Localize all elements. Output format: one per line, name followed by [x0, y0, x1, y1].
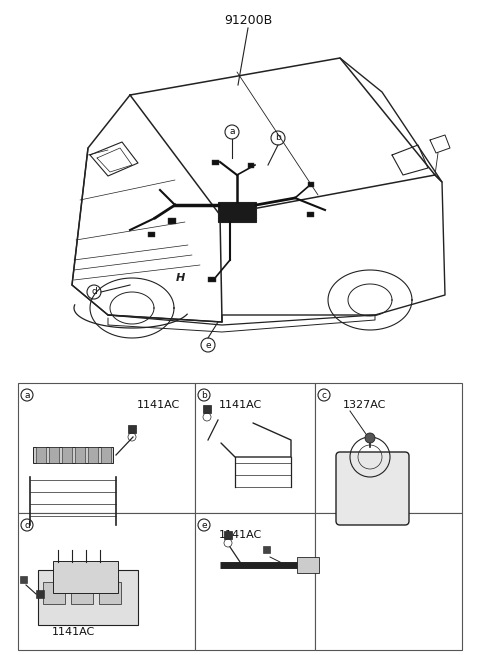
Bar: [62, 447, 72, 463]
Bar: [224, 531, 232, 539]
Text: H: H: [175, 273, 185, 283]
Bar: [20, 576, 27, 583]
Bar: [195, 383, 315, 513]
Text: 91200B: 91200B: [224, 14, 272, 26]
Text: d: d: [91, 288, 97, 297]
FancyBboxPatch shape: [218, 202, 256, 222]
Bar: [75, 447, 85, 463]
Bar: [88, 447, 98, 463]
Bar: [212, 160, 219, 165]
Circle shape: [365, 433, 375, 443]
Bar: [36, 447, 46, 463]
Text: 1141AC: 1141AC: [218, 530, 262, 540]
Bar: [315, 383, 462, 513]
Bar: [99, 582, 121, 604]
Text: d: d: [24, 521, 30, 529]
Bar: [307, 212, 314, 217]
Bar: [36, 590, 44, 598]
Bar: [148, 232, 155, 237]
Bar: [18, 513, 195, 650]
Bar: [195, 513, 315, 650]
Bar: [297, 557, 319, 573]
Text: a: a: [24, 390, 30, 400]
Bar: [315, 513, 462, 650]
Bar: [71, 582, 93, 604]
Bar: [33, 447, 113, 463]
Bar: [168, 218, 176, 224]
Text: a: a: [229, 128, 235, 136]
Bar: [263, 546, 270, 553]
Bar: [101, 447, 111, 463]
FancyBboxPatch shape: [336, 452, 409, 525]
Bar: [203, 405, 211, 413]
Text: b: b: [201, 390, 207, 400]
Bar: [43, 582, 65, 604]
Bar: [38, 570, 138, 625]
FancyBboxPatch shape: [53, 561, 118, 593]
Bar: [248, 163, 254, 168]
Text: c: c: [322, 390, 326, 400]
Text: b: b: [275, 134, 281, 143]
Bar: [128, 425, 136, 433]
Bar: [49, 447, 59, 463]
Text: 1141AC: 1141AC: [136, 400, 180, 410]
Text: 1141AC: 1141AC: [51, 627, 95, 637]
Text: 1141AC: 1141AC: [218, 400, 262, 410]
Bar: [18, 383, 195, 513]
Text: 1327AC: 1327AC: [343, 400, 387, 410]
Text: e: e: [201, 521, 207, 529]
Bar: [208, 277, 216, 282]
Text: e: e: [205, 341, 211, 350]
Bar: [308, 182, 314, 187]
